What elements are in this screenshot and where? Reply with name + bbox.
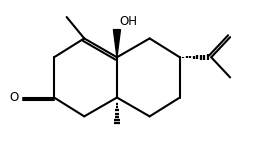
Text: O: O xyxy=(10,91,19,104)
Polygon shape xyxy=(114,30,120,57)
Text: OH: OH xyxy=(119,15,137,28)
